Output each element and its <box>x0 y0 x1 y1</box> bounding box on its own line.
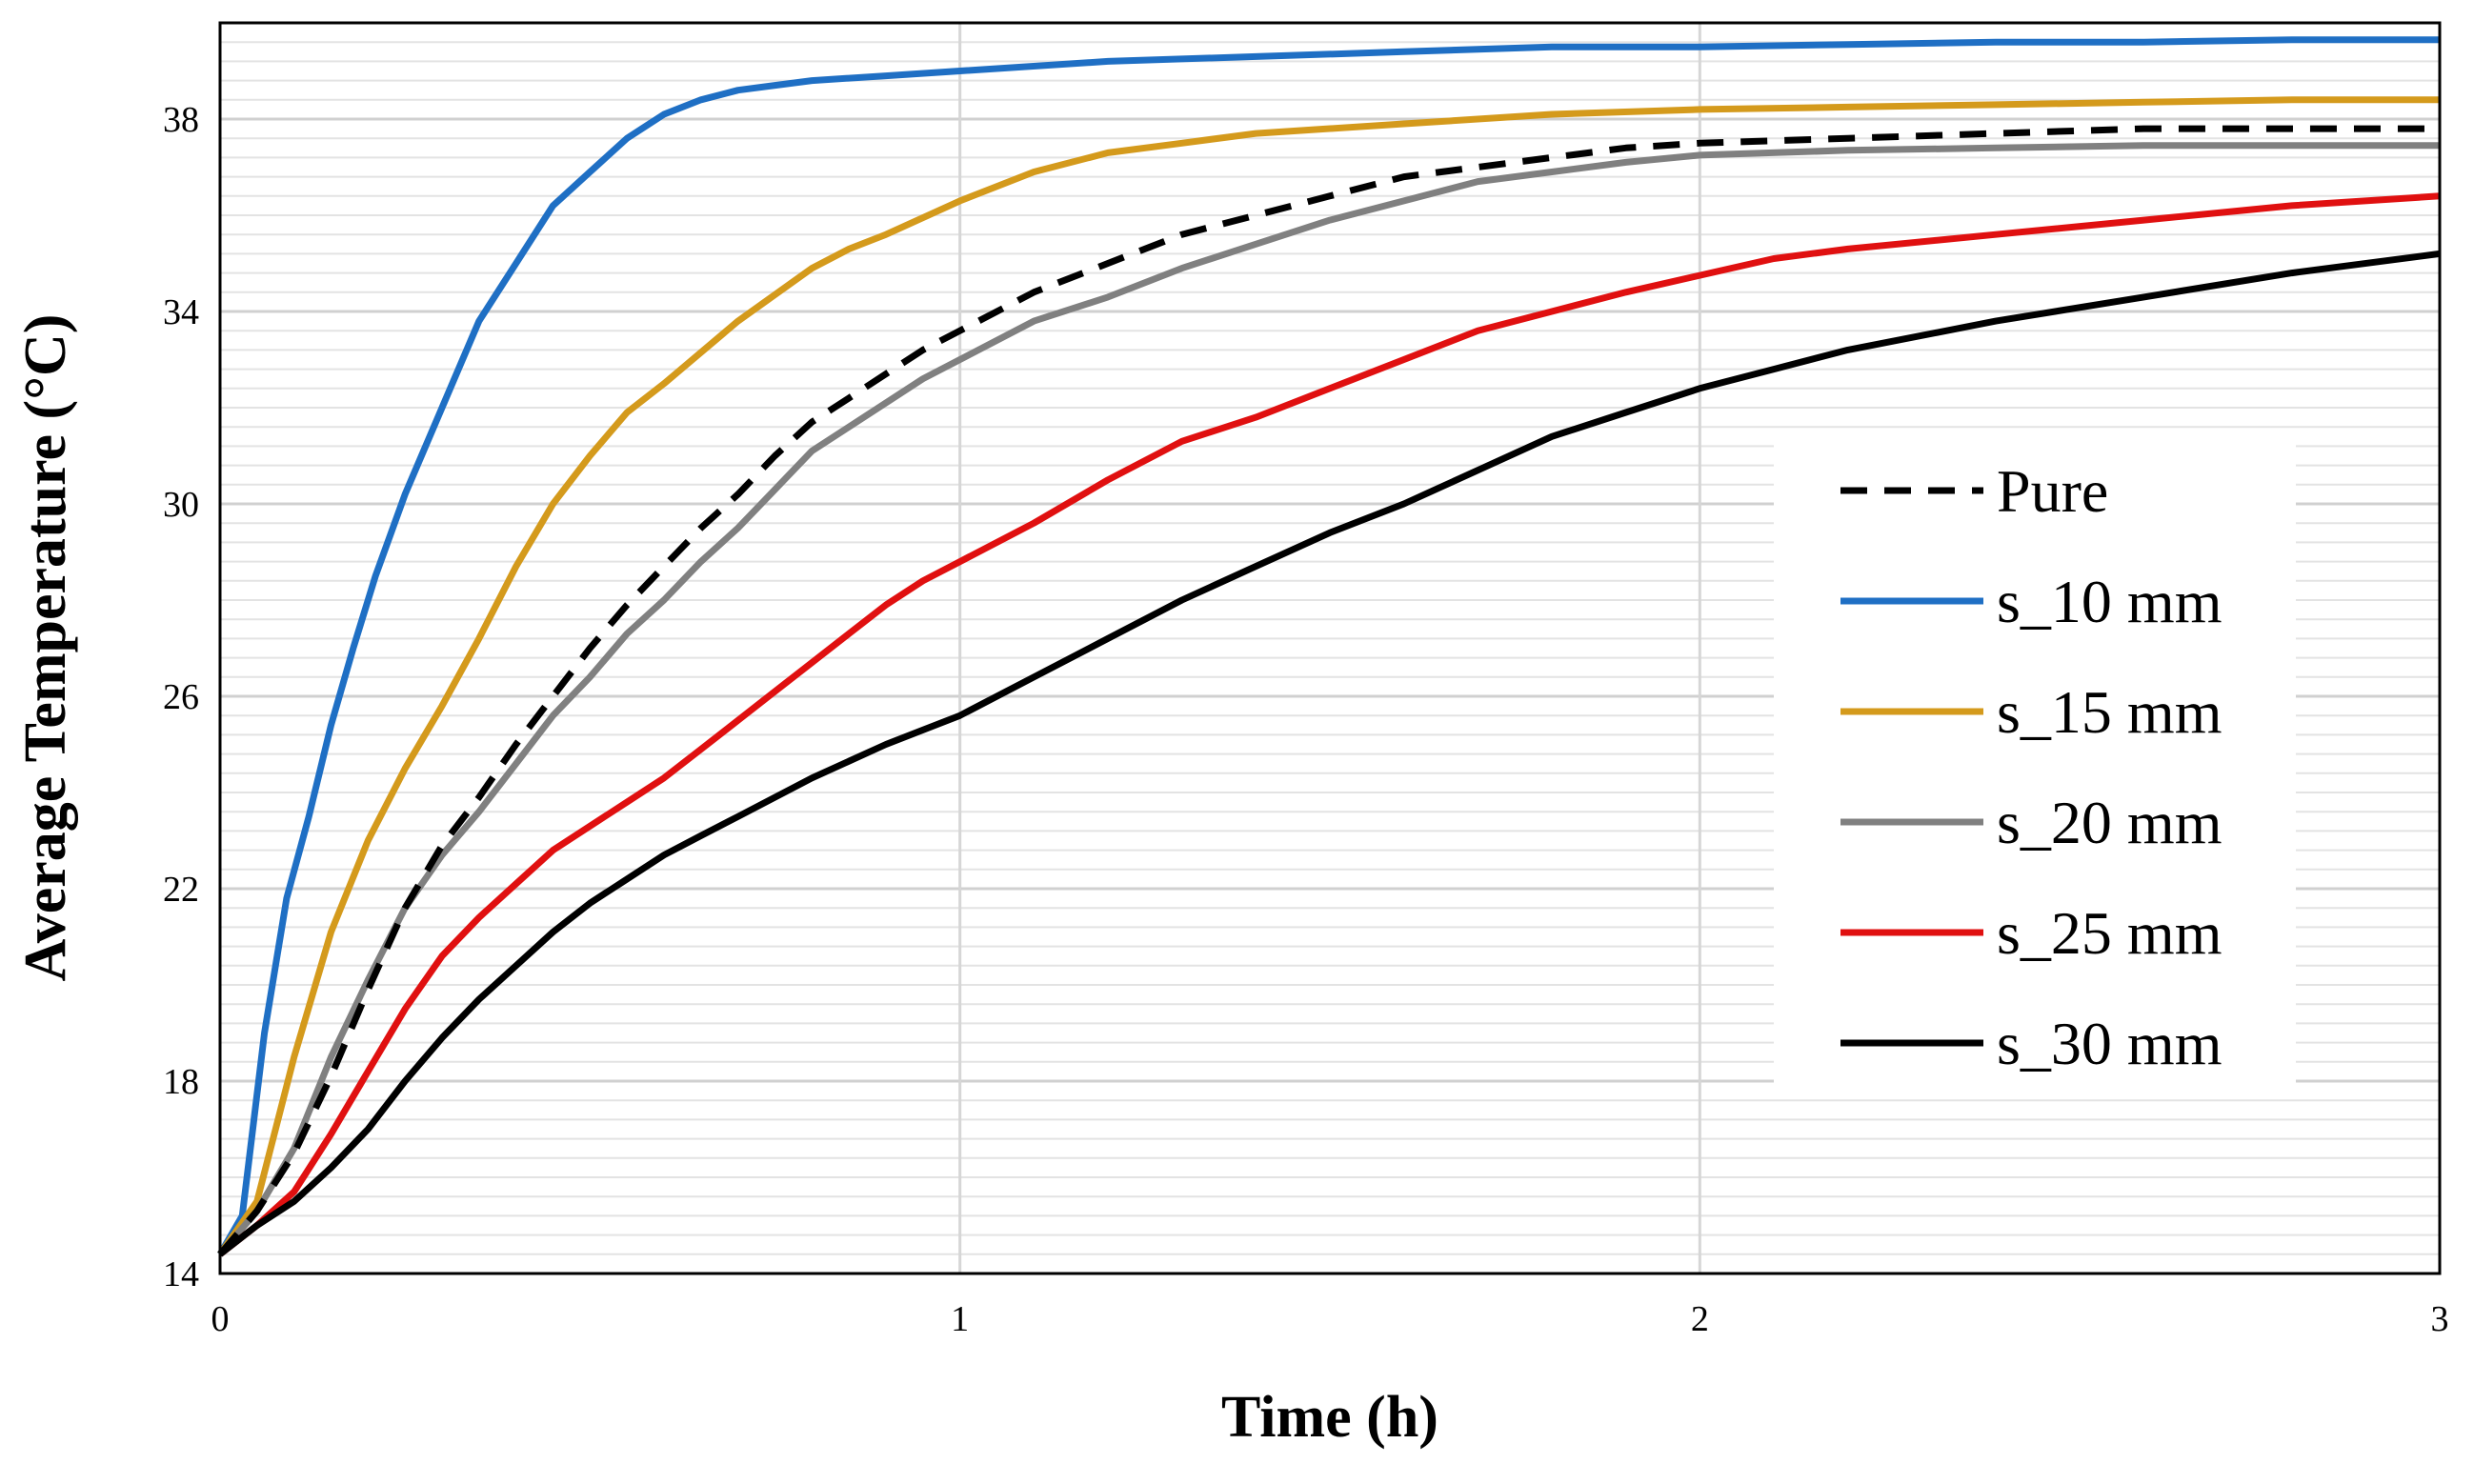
y-tick-label: 14 <box>163 1254 199 1294</box>
series-line-pure <box>217 125 2440 1257</box>
y-axis-title: Average Temperature (°C) <box>13 314 78 982</box>
y-tick-label: 22 <box>163 870 199 910</box>
plot-frame <box>218 21 2442 1275</box>
series-line-s-25-mm <box>217 192 2441 1257</box>
y-tick-label: 38 <box>163 100 199 140</box>
x-tick-label: 3 <box>2431 1299 2449 1339</box>
legend-label: s_20 mm <box>1997 789 2222 856</box>
series-line-s-10-mm <box>216 36 2440 1256</box>
legend-label: s_25 mm <box>1997 899 2222 967</box>
legend: Pure s_10 mm s_15 mm s_20 mm s_25 mm s_30 mm <box>1774 440 2296 1088</box>
y-tick-label: 30 <box>163 485 199 525</box>
legend-label: s_30 mm <box>1997 1010 2222 1077</box>
tick-labels: 14 18 22 26 30 34 38 0 1 2 3 <box>163 100 2449 1339</box>
legend-label: s_10 mm <box>1997 568 2222 635</box>
x-axis-title: Time (h) <box>1221 1385 1438 1450</box>
series-line-s-15-mm <box>217 96 2440 1256</box>
y-tick-label: 18 <box>163 1062 199 1102</box>
legend-label: Pure <box>1997 457 2108 525</box>
series-layer <box>216 36 2441 1257</box>
legend-label: s_15 mm <box>1997 678 2222 746</box>
series-line-s-30-mm <box>217 250 2441 1257</box>
y-tick-label: 26 <box>163 677 199 717</box>
x-tick-label: 1 <box>951 1299 969 1339</box>
series-line-s-20-mm <box>217 142 2440 1257</box>
y-tick-label: 34 <box>163 292 199 332</box>
x-tick-label: 0 <box>211 1299 230 1339</box>
x-tick-label: 2 <box>1691 1299 1709 1339</box>
legend-box <box>1774 440 2296 1088</box>
